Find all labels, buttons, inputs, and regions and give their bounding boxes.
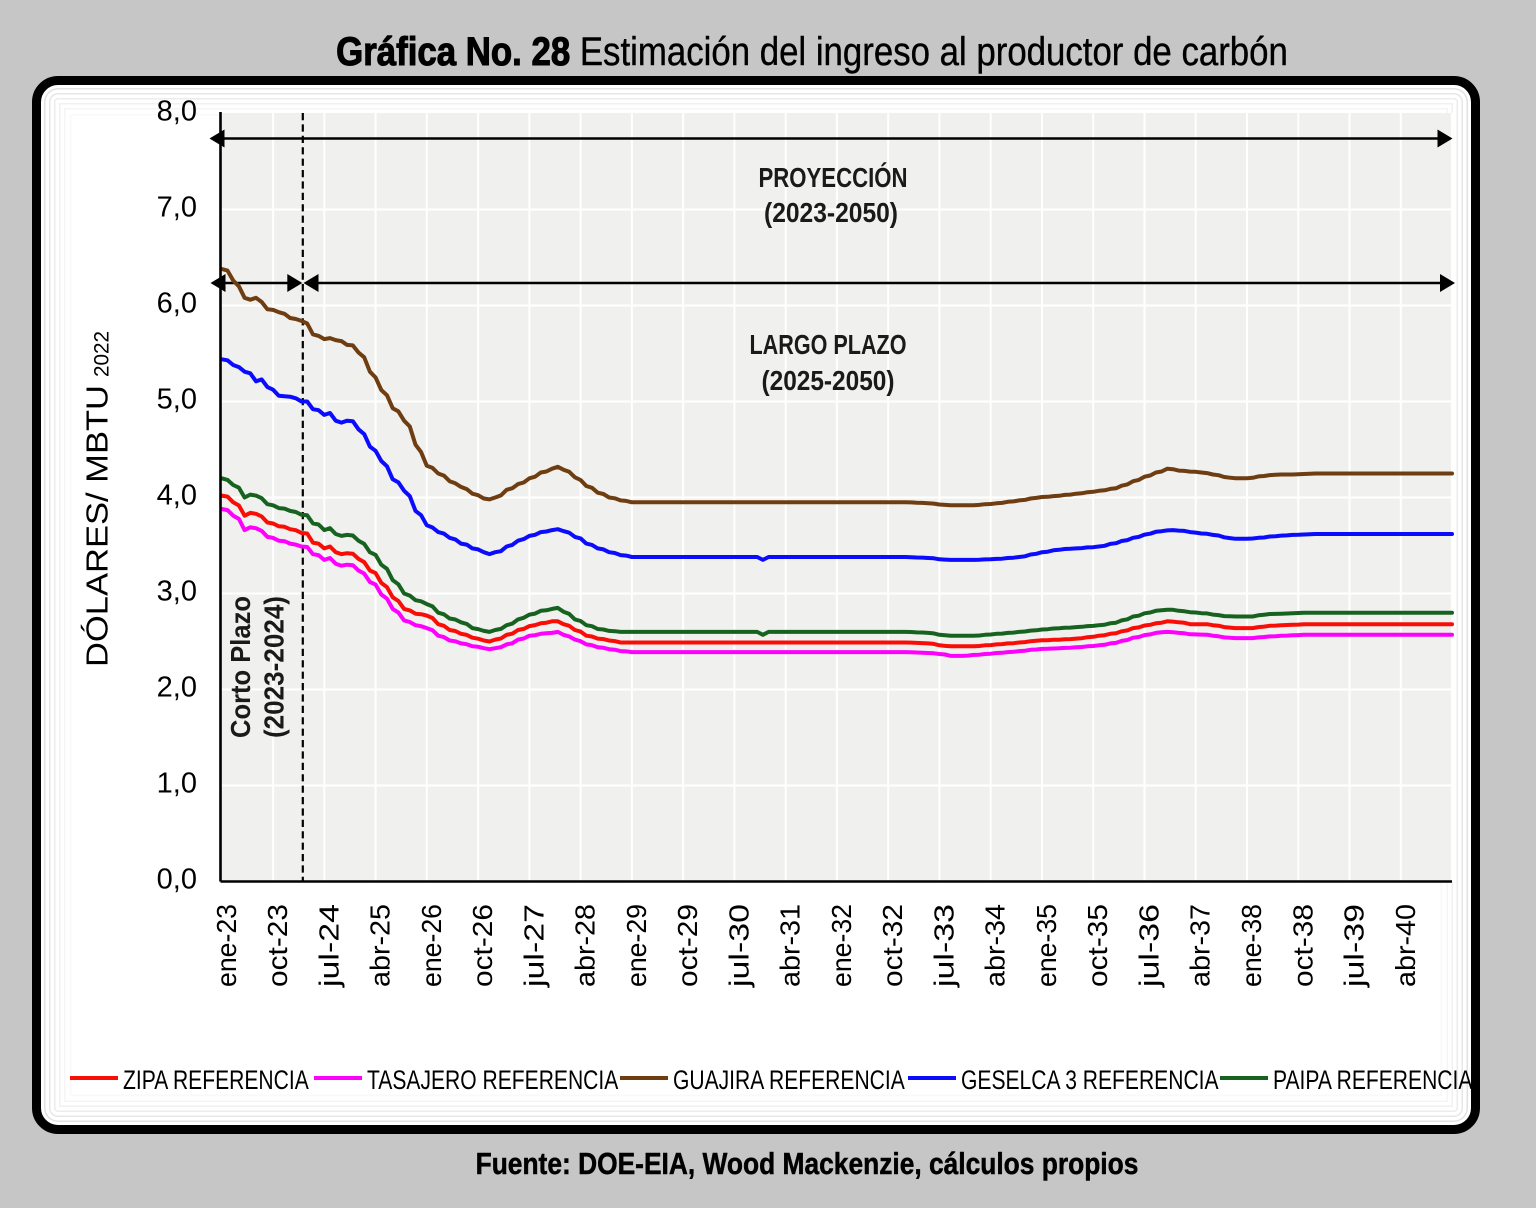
svg-text:ene-23: ene-23	[211, 904, 242, 987]
svg-text:(2025-2050): (2025-2050)	[762, 365, 895, 396]
svg-text:jul-24: jul-24	[313, 904, 344, 988]
svg-text:oct-38: oct-38	[1287, 904, 1318, 987]
svg-text:abr-25: abr-25	[365, 904, 396, 987]
svg-text:ene-35: ene-35	[1031, 904, 1062, 987]
svg-text:jul-27: jul-27	[518, 904, 549, 988]
svg-text:oct-26: oct-26	[467, 904, 498, 987]
svg-text:4,0: 4,0	[157, 480, 197, 512]
svg-text:oct-32: oct-32	[877, 904, 908, 987]
svg-text:abr-34: abr-34	[980, 904, 1011, 987]
svg-text:PROYECCIÓN: PROYECCIÓN	[759, 162, 908, 193]
svg-text:7,0: 7,0	[157, 192, 197, 224]
svg-text:oct-35: oct-35	[1082, 904, 1113, 987]
svg-text:ene-32: ene-32	[826, 904, 857, 987]
svg-text:DÓLARES/ MBTU: DÓLARES/ MBTU	[80, 385, 115, 667]
svg-text:ene-38: ene-38	[1236, 904, 1267, 987]
svg-text:3,0: 3,0	[157, 576, 197, 608]
svg-text:8,0: 8,0	[157, 96, 197, 128]
svg-text:ene-29: ene-29	[621, 904, 652, 987]
svg-text:abr-40: abr-40	[1390, 904, 1421, 987]
svg-text:6,0: 6,0	[157, 288, 197, 320]
svg-text:2022: 2022	[91, 331, 114, 377]
svg-text:(2023-2024): (2023-2024)	[259, 596, 290, 738]
svg-text:jul-33: jul-33	[928, 904, 959, 988]
svg-text:0,0: 0,0	[157, 864, 197, 896]
svg-text:oct-29: oct-29	[672, 904, 703, 987]
svg-text:abr-28: abr-28	[570, 904, 601, 987]
svg-text:1,0: 1,0	[157, 768, 197, 800]
svg-text:Corto Plazo: Corto Plazo	[225, 596, 256, 738]
svg-text:abr-31: abr-31	[775, 904, 806, 987]
svg-text:LARGO PLAZO: LARGO PLAZO	[750, 329, 907, 360]
svg-text:jul-39: jul-39	[1339, 904, 1370, 988]
svg-text:2,0: 2,0	[157, 672, 197, 704]
svg-text:oct-23: oct-23	[262, 904, 293, 987]
svg-text:(2023-2050): (2023-2050)	[764, 197, 898, 228]
svg-text:abr-37: abr-37	[1185, 904, 1216, 987]
svg-text:jul-36: jul-36	[1134, 904, 1165, 988]
svg-text:5,0: 5,0	[157, 384, 197, 416]
svg-text:ene-26: ene-26	[416, 904, 447, 987]
svg-text:jul-30: jul-30	[723, 904, 754, 988]
